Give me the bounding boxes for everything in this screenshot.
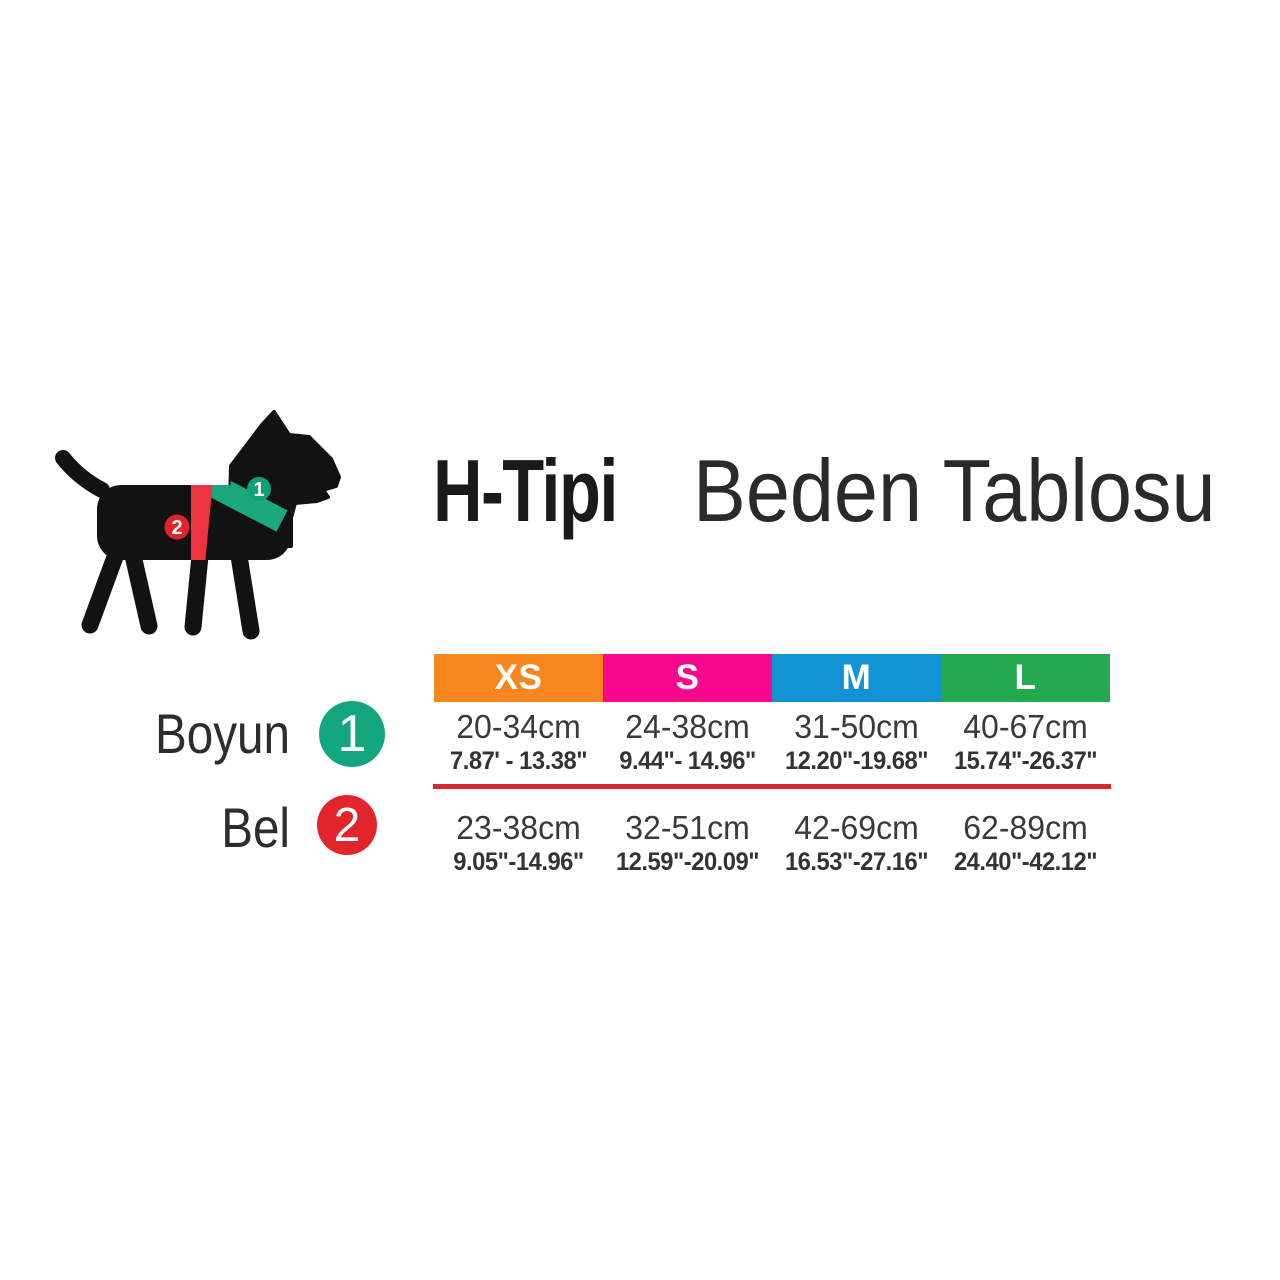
inch-range: 15.74"-26.37": [953, 747, 1098, 775]
inch-range: 9.05"-14.96": [453, 848, 584, 876]
boyun-cell-l: 40-67cm 15.74"-26.37": [941, 710, 1110, 774]
waist-marker-number: 2: [333, 798, 361, 852]
page-title-rest: Beden Tablosu: [693, 441, 1216, 540]
row-divider-line: [433, 784, 1111, 789]
neck-marker-number: 1: [337, 705, 367, 763]
bel-cell-m: 42-69cm 16.53"-27.16": [772, 811, 941, 875]
boyun-cell-s: 24-38cm 9.44"- 14.96": [603, 710, 772, 774]
harness-marker-1: 1: [247, 477, 271, 501]
size-header-row: XS S M L: [434, 654, 1110, 702]
cm-range: 32-51cm: [625, 809, 750, 846]
harness-belly-strap: [191, 480, 213, 560]
page-title-type: H-Tipi: [433, 441, 618, 540]
bel-cell-l: 62-89cm 24.40"-42.12": [941, 811, 1110, 875]
cm-range: 42-69cm: [794, 809, 919, 846]
neck-marker-badge: 1: [319, 701, 385, 767]
waist-marker-badge: 2: [317, 795, 377, 855]
bel-cell-xs: 23-38cm 9.05"-14.96": [434, 811, 603, 875]
size-header-xs: XS: [434, 654, 603, 702]
inch-range: 9.44"- 14.96": [619, 747, 756, 775]
cm-range: 62-89cm: [963, 809, 1088, 846]
size-header-l: L: [941, 654, 1110, 702]
harness-marker-2: 2: [164, 514, 190, 540]
neck-row-label: Boyun: [155, 702, 290, 765]
harness-marker-2-number: 2: [171, 517, 182, 539]
dog-tail: [55, 450, 110, 498]
dog-head: [227, 410, 341, 548]
cm-range: 31-50cm: [794, 708, 919, 745]
size-header-m: M: [772, 654, 941, 702]
boyun-cell-m: 31-50cm 12.20"-19.68": [772, 710, 941, 774]
waist-measurements-row: 23-38cm 9.05"-14.96" 32-51cm 12.59"-20.09" 4…: [434, 811, 1110, 875]
inch-range: 16.53"-27.16": [784, 848, 929, 876]
inch-range: 12.20"-19.68": [784, 747, 929, 775]
inch-range: 12.59"-20.09": [615, 848, 760, 876]
waist-row-label: Bel: [221, 796, 290, 859]
inch-range: 24.40"-42.12": [953, 848, 1098, 876]
cm-range: 40-67cm: [963, 708, 1088, 745]
harness-marker-1-number: 1: [253, 479, 264, 501]
cm-range: 24-38cm: [625, 708, 750, 745]
boyun-cell-xs: 20-34cm 7.87' - 13.38": [434, 710, 603, 774]
cm-range: 23-38cm: [456, 809, 581, 846]
neck-measurements-row: 20-34cm 7.87' - 13.38" 24-38cm 9.44"- 14.96…: [434, 710, 1110, 774]
size-header-s: S: [603, 654, 772, 702]
cm-range: 20-34cm: [456, 708, 581, 745]
dog-illustration: 1 2: [55, 410, 341, 640]
inch-range: 7.87' - 13.38": [449, 747, 588, 775]
bel-cell-s: 32-51cm 12.59"-20.09": [603, 811, 772, 875]
